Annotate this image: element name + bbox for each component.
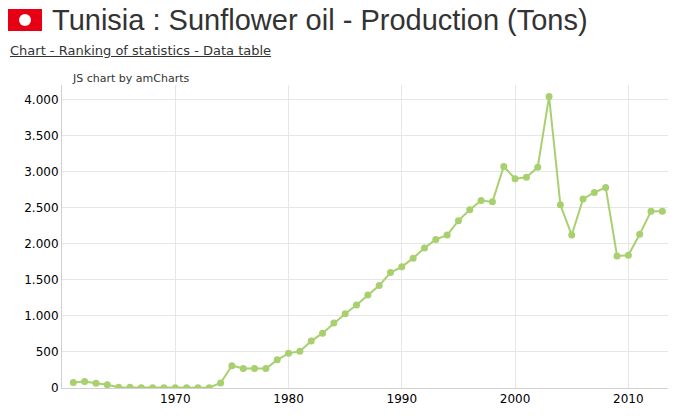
svg-text:3.000: 3.000	[24, 165, 58, 179]
svg-text:JS chart by amCharts: JS chart by amCharts	[72, 72, 189, 85]
svg-text:1.500: 1.500	[24, 273, 58, 287]
svg-text:3.500: 3.500	[24, 129, 58, 143]
html-text:Chart - Ranking of statistics: Chart - Ranking of statistics - Data tab…	[10, 43, 272, 58]
html-text:Tunisia : Sunflower oil - Prod: Tunisia : Sunflower oil - Production (To…	[52, 3, 588, 36]
svg-text:1990: 1990	[387, 392, 418, 406]
svg-text:1970: 1970	[160, 392, 191, 406]
svg-text:1980: 1980	[273, 392, 304, 406]
svg-text:1.000: 1.000	[24, 309, 58, 323]
svg-text:2000: 2000	[500, 392, 531, 406]
svg-text:0: 0	[51, 381, 59, 395]
svg-text:2.000: 2.000	[24, 237, 58, 251]
svg-text:2010: 2010	[613, 392, 644, 406]
svg-text:2.500: 2.500	[24, 201, 58, 215]
svg-text:500: 500	[36, 345, 59, 359]
svg-text:4.000: 4.000	[24, 93, 58, 107]
